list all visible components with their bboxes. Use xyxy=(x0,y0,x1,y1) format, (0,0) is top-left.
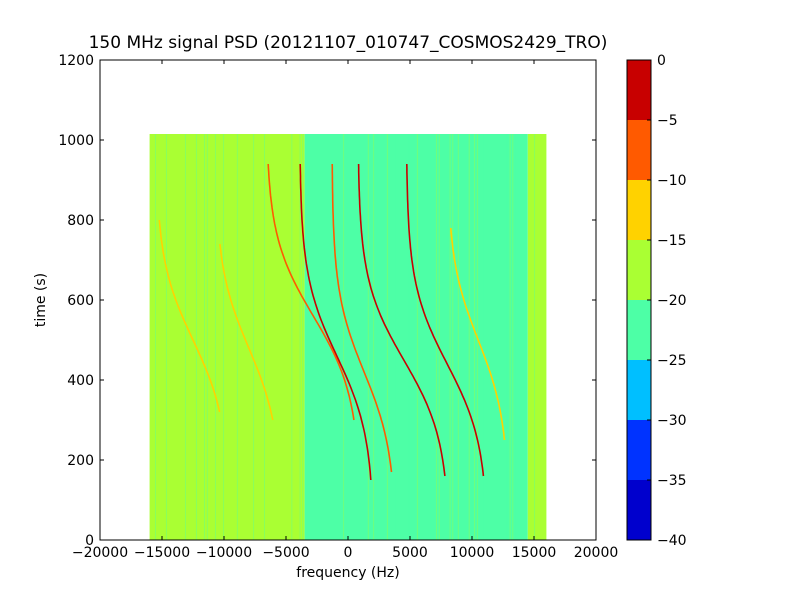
noise-stripe xyxy=(509,134,511,540)
noise-stripe xyxy=(408,134,410,540)
noise-stripe xyxy=(457,134,459,540)
signal-tracks xyxy=(158,163,506,481)
background-region xyxy=(149,134,305,540)
colorbar-segment xyxy=(627,300,651,360)
noise-stripe xyxy=(512,134,514,540)
signal-track xyxy=(299,163,372,481)
y-axis-label: time (s) xyxy=(33,273,49,327)
colorbar-segment xyxy=(627,180,651,240)
signal-track xyxy=(331,163,393,473)
colorbar-tick-label: −20 xyxy=(657,293,687,309)
plot-area xyxy=(99,59,597,541)
x-tick-label: −20000 xyxy=(72,545,128,561)
noise-stripe xyxy=(223,134,225,540)
noise-stripe xyxy=(449,134,451,540)
noise-stripe xyxy=(206,134,208,540)
noise-stripe xyxy=(506,134,508,540)
background-region xyxy=(304,134,528,540)
noise-stripe xyxy=(515,134,516,540)
colorbar-ticks: −40 −35 −30 −25 −20 −15 −10 −5 0 xyxy=(647,53,687,549)
x-tick-label: 5000 xyxy=(392,545,428,561)
noise-stripe xyxy=(438,134,440,540)
x-tick-label: −5000 xyxy=(262,545,309,561)
noise-stripe xyxy=(215,134,216,540)
colorbar-tick-label: −40 xyxy=(657,533,687,549)
signal-track xyxy=(219,243,274,421)
colorbar-segment xyxy=(627,480,651,540)
x-tick-label: 10000 xyxy=(450,545,495,561)
y-tick-label: 600 xyxy=(67,293,94,309)
colorbar-tick-label: −35 xyxy=(657,473,687,489)
background-regions xyxy=(149,134,547,540)
y-tick-label: 400 xyxy=(67,373,94,389)
colorbar-segment xyxy=(627,240,651,300)
noise-stripe xyxy=(302,134,304,540)
noise-stripe xyxy=(468,134,470,540)
noise-stripe xyxy=(436,134,437,540)
noise-stripe xyxy=(299,134,301,540)
colorbar-tick-label: 0 xyxy=(657,53,666,69)
colorbar-segments xyxy=(627,60,651,540)
signal-track xyxy=(267,163,355,421)
y-tick-label: 800 xyxy=(67,213,94,229)
colorbar-tick-label: −10 xyxy=(657,173,687,189)
noise-stripe xyxy=(236,134,238,540)
x-tick-label: 15000 xyxy=(512,545,557,561)
y-tick-label: 200 xyxy=(67,453,94,469)
y-tick-label: 1200 xyxy=(58,53,94,69)
y-axis-ticks: 0 200 400 600 800 1000 1200 xyxy=(58,53,596,549)
noise-stripe xyxy=(452,134,454,540)
noise-stripe xyxy=(195,134,197,540)
noise-stripe xyxy=(474,134,476,540)
colorbar-tick-label: −30 xyxy=(657,413,687,429)
signal-track xyxy=(357,163,446,477)
x-tick-label: −10000 xyxy=(196,545,252,561)
y-tick-label: 1000 xyxy=(58,133,94,149)
noise-stripe xyxy=(471,134,473,540)
noise-stripe xyxy=(367,134,369,540)
noise-stripe xyxy=(343,134,345,540)
colorbar-tick-label: −15 xyxy=(657,233,687,249)
noise-stripe xyxy=(395,134,396,540)
colorbar-segment xyxy=(627,420,651,480)
noise-stripe xyxy=(291,134,293,540)
noise-stripe xyxy=(204,134,205,540)
noise-stripe xyxy=(373,134,375,540)
x-axis-label: frequency (Hz) xyxy=(296,565,399,581)
y-tick-label: 0 xyxy=(85,533,94,549)
chart-title: 150 MHz signal PSD (20121107_010747_COSM… xyxy=(89,33,608,53)
x-tick-label: 0 xyxy=(344,545,353,561)
colorbar-segment xyxy=(627,360,651,420)
x-tick-label: 20000 xyxy=(574,545,619,561)
colorbar: −40 −35 −30 −25 −20 −15 −10 −5 0 xyxy=(626,53,687,549)
noise-stripe xyxy=(534,134,536,540)
noise-stripe xyxy=(155,134,156,540)
signal-track xyxy=(158,219,221,413)
noise-stripe xyxy=(165,134,167,540)
background-region xyxy=(527,134,547,540)
colorbar-segment xyxy=(627,120,651,180)
noise-stripe xyxy=(482,134,484,540)
noise-stripe xyxy=(253,134,255,540)
colorbar-tick-label: −25 xyxy=(657,353,687,369)
signal-track xyxy=(406,163,485,477)
signal-track xyxy=(450,227,506,441)
colorbar-segment xyxy=(627,60,651,120)
x-tick-label: −15000 xyxy=(134,545,190,561)
noise-stripe xyxy=(185,134,186,540)
noise-stripe xyxy=(416,134,418,540)
colorbar-tick-label: −5 xyxy=(657,113,678,129)
x-axis-ticks: −20000 −15000 −10000 −5000 0 5000 10000 15000 20… xyxy=(72,60,618,561)
noise-stripe xyxy=(264,134,265,540)
noise-stripe xyxy=(386,134,388,540)
